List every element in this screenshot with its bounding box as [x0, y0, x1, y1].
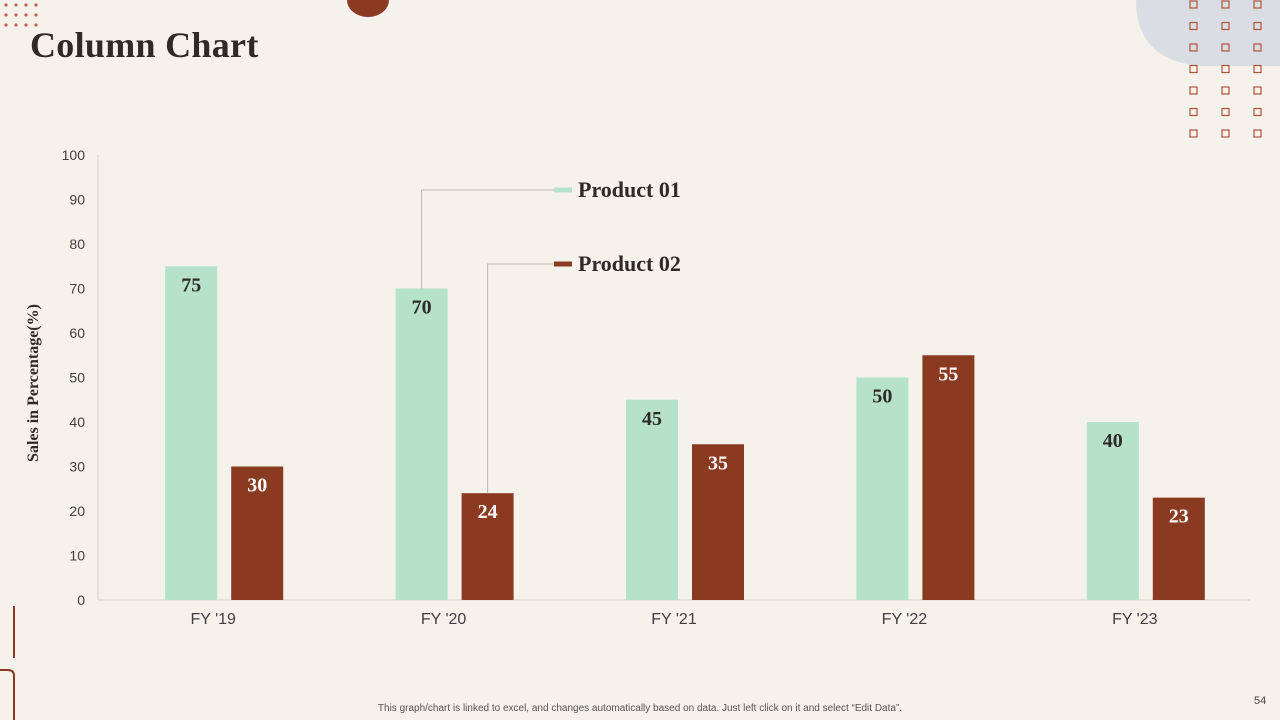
bar-product-01 [1086, 422, 1139, 600]
y-tick-label: 20 [69, 503, 85, 519]
chart-legend: Product 01 Product 02 [421, 177, 681, 494]
x-tick-label: FY '22 [882, 611, 928, 628]
chart-data-labels: 75 30 70 24 45 35 50 55 40 23 [181, 274, 1189, 527]
bar-product-02 [692, 444, 744, 600]
legend-product-02: Product 02 [578, 251, 681, 276]
bar-product-01 [395, 288, 448, 600]
bar-data-label: 45 [642, 408, 662, 430]
chart-bars [165, 266, 1205, 600]
decor-dot [24, 23, 28, 27]
decor-dot [24, 13, 28, 17]
decor-square [1253, 43, 1262, 52]
bar-product-02 [231, 466, 284, 600]
x-tick-label: FY '21 [651, 611, 697, 628]
bar-product-02 [922, 355, 975, 600]
decor-dot [4, 23, 8, 27]
y-tick-label: 0 [77, 592, 85, 608]
accent-line-left-2 [0, 669, 15, 720]
y-tick-label: 30 [69, 459, 85, 475]
bar-data-label: 40 [1103, 430, 1123, 452]
y-tick-label: 90 [69, 192, 85, 208]
decor-square [1253, 107, 1262, 117]
decor-square [1189, 0, 1198, 9]
decor-dot [14, 3, 18, 7]
decor-square [1221, 64, 1230, 74]
bar-data-label: 30 [247, 475, 267, 497]
y-tick-label: 40 [69, 414, 85, 430]
decor-square [1253, 86, 1262, 95]
square-grid-top-right [1189, 0, 1262, 138]
page-title: Column Chart [30, 25, 259, 65]
decor-dot [34, 3, 38, 7]
x-tick-label: FY '20 [421, 611, 467, 628]
x-tick-label: FY '23 [1112, 611, 1158, 628]
decor-square [1189, 107, 1198, 117]
legend-leader-line [421, 189, 554, 289]
y-axis: 0 10 20 30 40 50 60 70 80 90 100 [62, 147, 99, 608]
accent-blob-top-right [1136, 0, 1280, 66]
decor-dot [34, 23, 38, 27]
decor-square [1189, 86, 1198, 95]
y-tick-label: 10 [69, 548, 85, 564]
y-tick-label: 70 [69, 281, 85, 297]
bar-product-02 [461, 493, 514, 600]
dot-grid-top-left [4, 3, 38, 27]
decor-dot [34, 13, 38, 17]
legend-swatch [554, 261, 572, 267]
y-tick-label: 80 [69, 236, 85, 252]
decor-square [1221, 107, 1230, 117]
decor-dot [24, 3, 28, 7]
decor-dot [4, 13, 8, 17]
x-axis: FY '19 FY '20 FY '21 FY '22 FY '23 [98, 599, 1250, 628]
bar-data-label: 55 [938, 363, 958, 385]
y-tick-label: 50 [69, 370, 85, 386]
decor-dot [4, 3, 8, 7]
decor-square [1221, 21, 1230, 31]
decor-square [1189, 43, 1198, 52]
accent-half-circle-top [347, 0, 389, 17]
decor-square [1221, 0, 1230, 9]
legend-swatch [554, 187, 572, 193]
bar-product-02 [1152, 497, 1205, 600]
y-axis-title: Sales in Percentage(%) [25, 304, 42, 462]
x-tick-label: FY '19 [190, 611, 236, 628]
y-tick-label: 100 [62, 147, 86, 163]
decor-square [1189, 64, 1198, 74]
bar-product-01 [856, 377, 909, 600]
decor-square [1253, 129, 1262, 138]
decor-square [1189, 129, 1198, 138]
decor-square [1189, 21, 1198, 31]
bar-data-label: 70 [412, 297, 432, 319]
decor-dot [14, 23, 18, 27]
bar-data-label: 24 [478, 501, 498, 523]
legend-leader-line [487, 263, 554, 494]
decor-dot [14, 13, 18, 17]
bar-data-label: 23 [1169, 506, 1189, 528]
decor-square [1221, 43, 1230, 52]
decor-square [1253, 0, 1262, 9]
bar-product-01 [165, 266, 218, 600]
bar-data-label: 75 [181, 274, 201, 296]
bar-data-label: 50 [872, 386, 892, 408]
decor-square [1221, 86, 1230, 95]
decor-square [1221, 129, 1230, 138]
legend-product-01: Product 01 [578, 177, 681, 202]
page-number: 54 [1254, 695, 1267, 707]
bar-product-01 [626, 399, 678, 600]
footnote: This graph/chart is linked to excel, and… [377, 703, 903, 714]
y-tick-label: 60 [69, 325, 85, 341]
decor-square [1253, 21, 1262, 31]
bar-data-label: 35 [708, 452, 728, 474]
decor-square [1253, 64, 1262, 74]
